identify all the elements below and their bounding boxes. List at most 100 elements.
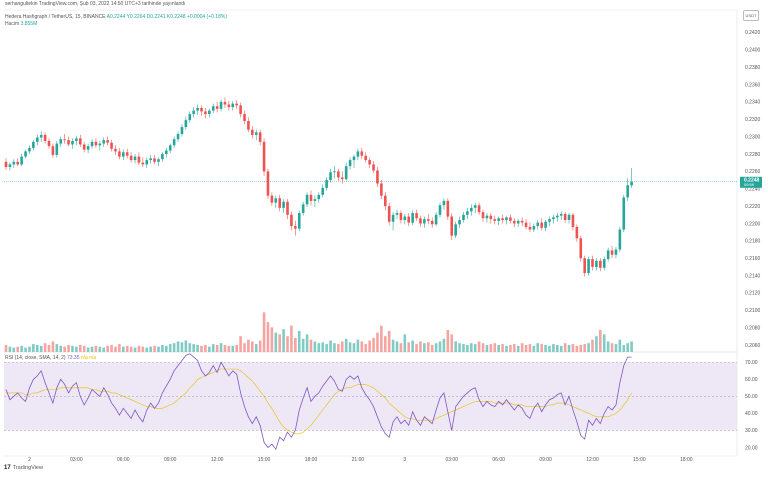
volume-bar bbox=[407, 342, 411, 352]
volume-bar bbox=[454, 341, 457, 352]
volume-bar bbox=[438, 341, 442, 352]
candle-body bbox=[434, 214, 438, 225]
candle-body bbox=[489, 215, 493, 220]
candle-body bbox=[184, 120, 188, 128]
candle-body bbox=[71, 140, 74, 145]
volume-bar bbox=[294, 337, 297, 352]
candle-body bbox=[188, 114, 192, 121]
volume-bar bbox=[520, 343, 524, 352]
candle-body bbox=[587, 259, 590, 273]
volume-bar bbox=[505, 345, 508, 352]
volume-bar bbox=[28, 346, 31, 352]
candle-body bbox=[481, 212, 485, 219]
candle-body bbox=[591, 259, 594, 267]
currency-badge[interactable]: USDT bbox=[743, 10, 759, 21]
volume-bar bbox=[180, 342, 184, 352]
time-tick-label: 12:00 bbox=[586, 457, 599, 463]
volume-bar bbox=[16, 346, 20, 352]
volume-bar bbox=[196, 344, 199, 352]
candle-body bbox=[462, 214, 465, 220]
candle-body bbox=[423, 219, 426, 224]
candle-body bbox=[254, 132, 258, 135]
volume-bar bbox=[71, 345, 74, 352]
volume-bar bbox=[47, 344, 51, 352]
rsi-band bbox=[4, 362, 737, 431]
volume-bar bbox=[571, 344, 575, 352]
volume-bar bbox=[106, 345, 109, 352]
candle-body bbox=[333, 171, 336, 173]
candle-body bbox=[493, 219, 497, 221]
candle-body bbox=[399, 213, 403, 220]
volume-bar bbox=[8, 346, 12, 352]
price-tick-label: 0.2080 bbox=[745, 325, 761, 331]
volume-bar bbox=[497, 344, 500, 352]
volume-bar bbox=[90, 346, 94, 352]
volume-bar bbox=[501, 344, 504, 352]
candle-body bbox=[567, 214, 571, 220]
candle-body bbox=[161, 154, 164, 160]
candle-body bbox=[165, 150, 168, 154]
candle-body bbox=[606, 250, 610, 260]
volume-bar bbox=[559, 345, 563, 352]
candle-body bbox=[75, 138, 78, 141]
candle-body bbox=[595, 260, 598, 267]
candle-body bbox=[317, 194, 321, 200]
volume-bar bbox=[317, 343, 321, 352]
volume-bar bbox=[82, 345, 86, 352]
candle-body bbox=[348, 160, 352, 167]
candle-body bbox=[618, 229, 622, 250]
candle-body bbox=[454, 224, 457, 236]
volume-bar bbox=[563, 343, 567, 352]
volume-bar bbox=[24, 347, 27, 352]
volume-bar bbox=[485, 344, 489, 352]
candle-body bbox=[540, 222, 543, 228]
candle-body bbox=[356, 151, 360, 157]
volume-bar bbox=[157, 346, 160, 352]
time-tick-label: 09:00 bbox=[539, 457, 552, 463]
volume-bar bbox=[239, 336, 242, 352]
candle-body bbox=[78, 138, 82, 145]
candle-body bbox=[294, 226, 297, 229]
volume-bar bbox=[360, 341, 364, 352]
candle-body bbox=[426, 219, 430, 221]
volume-bar bbox=[364, 344, 368, 352]
volume-bar bbox=[602, 334, 606, 352]
candle-body bbox=[340, 177, 344, 180]
candle-body bbox=[149, 158, 152, 161]
volume-bar bbox=[227, 345, 231, 352]
volume-bar bbox=[423, 343, 426, 352]
candle-body bbox=[520, 220, 524, 223]
candle-body bbox=[532, 226, 536, 230]
tradingview-logo[interactable]: 17 TradingView bbox=[4, 465, 43, 471]
volume-bar bbox=[548, 345, 551, 352]
volume-bar bbox=[587, 343, 590, 352]
candle-body bbox=[466, 211, 469, 215]
rsi-tick-label: 50.00 bbox=[745, 394, 758, 400]
price-tick-label: 0.2180 bbox=[745, 239, 761, 245]
candle-body bbox=[391, 214, 395, 222]
volume-bar bbox=[399, 343, 403, 352]
candle-body bbox=[8, 164, 12, 168]
time-tick-label: 15:00 bbox=[258, 457, 271, 463]
candle-body bbox=[125, 152, 129, 156]
candle-body bbox=[157, 159, 160, 162]
volume-bar bbox=[387, 330, 391, 352]
volume-bar bbox=[532, 345, 536, 352]
candle-body bbox=[145, 160, 149, 165]
candle-body bbox=[473, 205, 477, 208]
candle-body bbox=[266, 171, 270, 196]
volume-bar bbox=[204, 344, 207, 352]
candle-body bbox=[82, 144, 86, 150]
candle-body bbox=[325, 180, 328, 188]
candle-body bbox=[579, 238, 583, 259]
volume-bar bbox=[20, 345, 23, 352]
volume-bar bbox=[340, 341, 344, 352]
price-tick-label: 0.2120 bbox=[745, 291, 761, 297]
volume-bars bbox=[4, 312, 633, 352]
current-price-countdown: 09:59 bbox=[744, 182, 755, 187]
time-tick-label: 06:00 bbox=[492, 457, 505, 463]
volume-bar bbox=[630, 341, 633, 352]
candle-body bbox=[513, 220, 516, 224]
candle-body bbox=[110, 142, 113, 149]
